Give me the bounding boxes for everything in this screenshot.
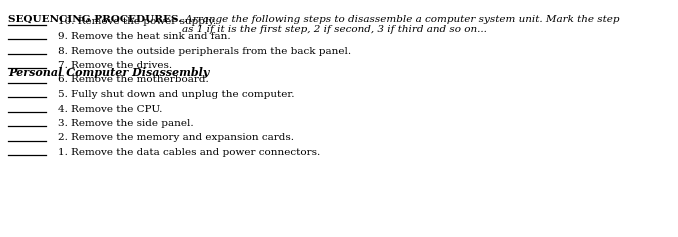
Text: 6. Remove the motherboard.: 6. Remove the motherboard. — [58, 76, 209, 85]
Text: 10. Remove the power supply.: 10. Remove the power supply. — [58, 18, 216, 27]
Text: 5. Fully shut down and unplug the computer.: 5. Fully shut down and unplug the comput… — [58, 90, 294, 99]
Text: 4. Remove the CPU.: 4. Remove the CPU. — [58, 105, 162, 114]
Text: SEQUENCING PROCEDURES.: SEQUENCING PROCEDURES. — [8, 15, 182, 24]
Text: Arrange the following steps to disassemble a computer system unit. Mark the step: Arrange the following steps to disassemb… — [182, 15, 620, 34]
Text: 8. Remove the outside peripherals from the back panel.: 8. Remove the outside peripherals from t… — [58, 46, 351, 55]
Text: 1. Remove the data cables and power connectors.: 1. Remove the data cables and power conn… — [58, 148, 320, 157]
Text: 9. Remove the heat sink and fan.: 9. Remove the heat sink and fan. — [58, 32, 231, 41]
Text: 2. Remove the memory and expansion cards.: 2. Remove the memory and expansion cards… — [58, 133, 294, 142]
Text: Personal Computer Disassembly: Personal Computer Disassembly — [8, 67, 210, 78]
Text: 3. Remove the side panel.: 3. Remove the side panel. — [58, 119, 194, 128]
Text: 7. Remove the drives.: 7. Remove the drives. — [58, 61, 172, 70]
